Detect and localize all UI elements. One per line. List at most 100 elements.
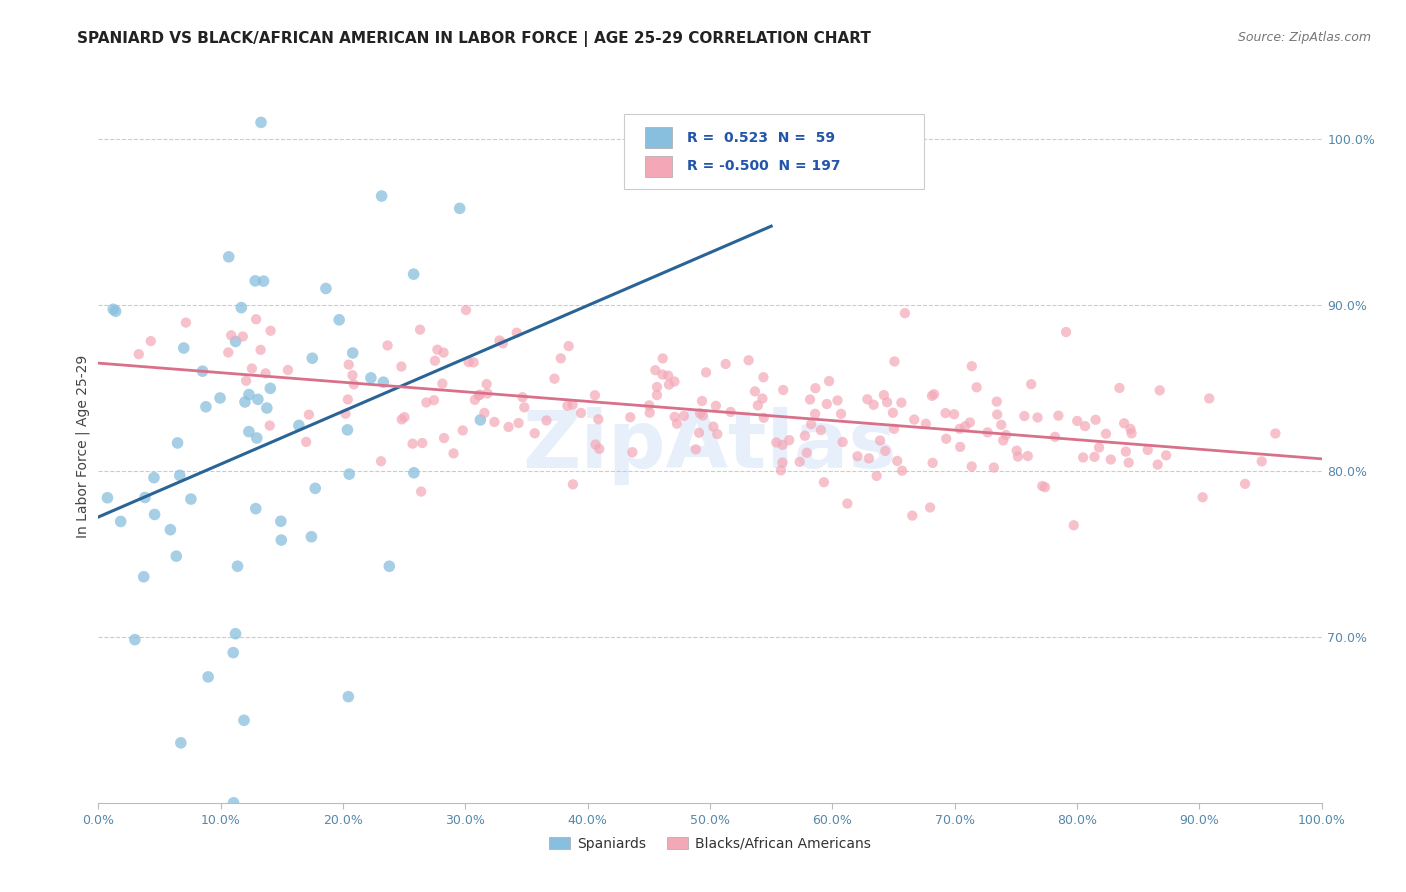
Point	[512, 390, 534, 404]
Point	[665, 417, 688, 431]
Point	[498, 420, 520, 434]
Point	[488, 334, 510, 348]
Point	[432, 376, 454, 391]
Point	[751, 392, 773, 406]
Point	[256, 401, 278, 415]
Point	[657, 368, 679, 383]
Point	[423, 393, 446, 408]
Point	[1084, 413, 1107, 427]
Point	[103, 302, 125, 317]
Point	[752, 370, 775, 384]
Point	[484, 415, 506, 429]
Point	[342, 368, 364, 383]
Point	[1007, 450, 1029, 464]
Point	[585, 437, 607, 451]
Point	[1234, 476, 1257, 491]
Point	[831, 435, 853, 450]
Point	[550, 351, 572, 366]
Point	[463, 355, 485, 369]
Point	[619, 410, 641, 425]
Point	[702, 419, 724, 434]
Point	[644, 363, 666, 377]
Point	[744, 384, 766, 399]
Point	[194, 400, 217, 414]
Point	[159, 523, 181, 537]
Point	[995, 428, 1018, 442]
Point	[173, 341, 195, 355]
Point	[704, 399, 727, 413]
Point	[1250, 454, 1272, 468]
Point	[245, 274, 267, 288]
Point	[128, 347, 150, 361]
Point	[772, 456, 794, 470]
Point	[391, 412, 413, 426]
Point	[468, 388, 491, 402]
Point	[270, 514, 292, 528]
Point	[1033, 480, 1056, 494]
FancyBboxPatch shape	[645, 155, 672, 177]
Point	[370, 189, 392, 203]
Point	[1146, 458, 1168, 472]
Point	[695, 365, 717, 379]
Text: R = -0.500  N = 197: R = -0.500 N = 197	[686, 160, 841, 173]
Point	[651, 368, 673, 382]
Point	[651, 351, 673, 366]
Text: ZipAtlas: ZipAtlas	[523, 407, 897, 485]
Point	[1083, 450, 1105, 464]
Point	[561, 398, 583, 412]
Point	[315, 281, 337, 295]
Point	[664, 375, 686, 389]
Point	[217, 345, 239, 359]
Point	[342, 346, 364, 360]
Point	[894, 306, 917, 320]
Point	[837, 497, 859, 511]
Point	[891, 464, 914, 478]
Point	[411, 484, 433, 499]
Point	[1115, 444, 1137, 458]
Text: SPANIARD VS BLACK/AFRICAN AMERICAN IN LABOR FORCE | AGE 25-29 CORRELATION CHART: SPANIARD VS BLACK/AFRICAN AMERICAN IN LA…	[77, 31, 872, 47]
Point	[714, 357, 737, 371]
Point	[191, 364, 214, 378]
Point	[337, 467, 360, 482]
Point	[1019, 377, 1042, 392]
Point	[337, 358, 360, 372]
Point	[1047, 409, 1070, 423]
Point	[1074, 419, 1097, 434]
Point	[467, 388, 489, 402]
Point	[621, 445, 644, 459]
Point	[1264, 426, 1286, 441]
FancyBboxPatch shape	[624, 114, 924, 189]
Point	[96, 491, 118, 505]
Point	[901, 508, 924, 523]
Point	[830, 407, 852, 421]
Point	[432, 345, 454, 359]
Point	[846, 449, 869, 463]
Point	[409, 323, 432, 337]
Point	[796, 446, 818, 460]
Point	[1154, 449, 1177, 463]
Point	[588, 442, 610, 456]
Point	[1017, 449, 1039, 463]
Point	[336, 423, 359, 437]
Point	[685, 442, 707, 457]
Point	[249, 343, 271, 357]
Point	[638, 406, 661, 420]
Point	[915, 417, 938, 431]
Point	[360, 371, 382, 385]
Point	[132, 570, 155, 584]
Point	[174, 316, 197, 330]
Point	[259, 324, 281, 338]
Point	[818, 374, 841, 388]
Point	[180, 491, 202, 506]
Point	[295, 434, 318, 449]
Point	[238, 425, 260, 439]
Point	[219, 328, 242, 343]
Point	[523, 426, 546, 441]
Y-axis label: In Labor Force | Age 25-29: In Labor Force | Age 25-29	[76, 354, 90, 538]
Point	[752, 410, 775, 425]
Point	[747, 398, 769, 412]
Point	[373, 375, 395, 389]
Point	[557, 399, 579, 413]
Point	[561, 477, 583, 491]
Point	[209, 391, 232, 405]
